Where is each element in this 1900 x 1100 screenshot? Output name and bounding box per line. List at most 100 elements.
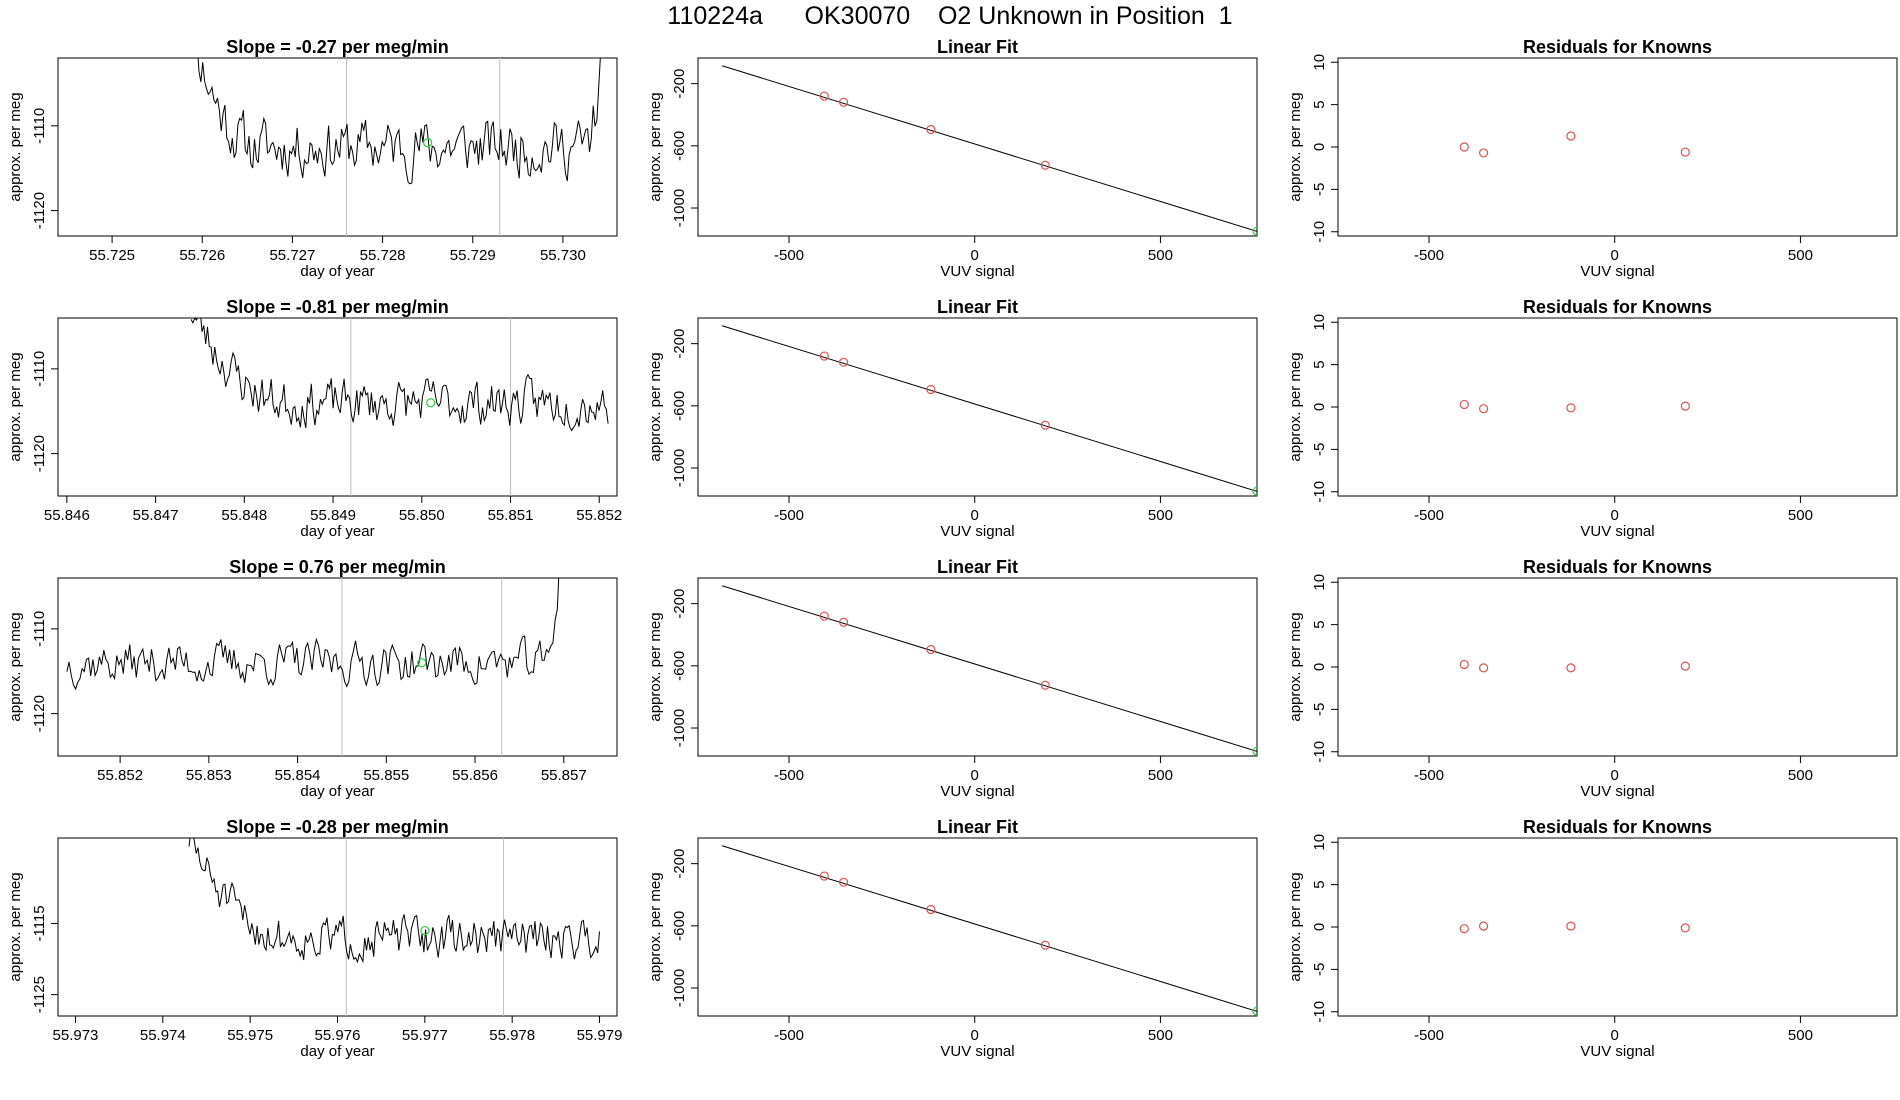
y-tick-label: 10 bbox=[1311, 54, 1328, 71]
x-tick-label: -500 bbox=[774, 767, 804, 784]
x-tick-label: 0 bbox=[971, 1027, 979, 1044]
unknown-marker-point bbox=[1252, 226, 1257, 236]
y-axis-label: approx. per meg bbox=[647, 92, 664, 201]
y-tick-label: -1115 bbox=[31, 905, 48, 941]
y-axis-label: approx. per meg bbox=[1287, 352, 1304, 461]
y-tick-label: -600 bbox=[671, 131, 688, 161]
plot-frame bbox=[57, 57, 618, 237]
x-tick-label: 55.852 bbox=[576, 507, 622, 524]
y-axis-label: approx. per meg bbox=[647, 352, 664, 461]
data-series-line bbox=[197, 58, 601, 185]
y-axis-label: approx. per meg bbox=[647, 872, 664, 981]
x-tick-label: 55.976 bbox=[315, 1027, 361, 1044]
chart-panel-fit-3: Linear Fit -500 0 500 -200 -600 -1000 VUV signa… bbox=[647, 817, 1258, 1060]
x-tick-label: 55.979 bbox=[577, 1027, 623, 1044]
x-tick-label: 55.850 bbox=[399, 507, 445, 524]
residual-point bbox=[1478, 663, 1489, 673]
x-tick-label: 55.726 bbox=[179, 247, 225, 264]
plot-area bbox=[1459, 131, 1690, 158]
chart-title: Slope = -0.27 per meg/min bbox=[226, 37, 449, 57]
fit-line bbox=[721, 845, 1257, 1012]
x-tick-label: 55.853 bbox=[186, 767, 232, 784]
chart-title: Residuals for Knowns bbox=[1523, 297, 1712, 317]
residual-point bbox=[1566, 403, 1576, 413]
x-tick-label: 55.852 bbox=[97, 767, 143, 784]
residual-point bbox=[1459, 659, 1469, 670]
chart-panel-fit-0: Linear Fit -500 0 500 -200 -600 -1000 VUV signa… bbox=[647, 37, 1258, 280]
x-tick-label: 55.851 bbox=[488, 507, 534, 524]
x-tick-label: 0 bbox=[1611, 1027, 1619, 1044]
y-tick-label: -200 bbox=[671, 589, 688, 619]
y-tick-label: -600 bbox=[671, 391, 688, 421]
x-tick-label: 55.849 bbox=[310, 507, 356, 524]
plot-frame bbox=[697, 317, 1258, 497]
y-axis-label: approx. per meg bbox=[1287, 92, 1304, 201]
plot-area bbox=[1459, 399, 1690, 414]
unknown-marker-point bbox=[1252, 1006, 1257, 1016]
residual-point bbox=[1459, 924, 1469, 934]
y-tick-label: -5 bbox=[1311, 963, 1328, 976]
y-tick-label: 5 bbox=[1311, 100, 1328, 108]
residual-point bbox=[1459, 399, 1469, 410]
x-axis-label: VUV signal bbox=[1580, 263, 1654, 280]
x-axis-label: day of year bbox=[300, 523, 374, 540]
residual-point bbox=[1680, 923, 1690, 933]
y-tick-label: -1000 bbox=[671, 969, 688, 1007]
unknown-marker-point bbox=[420, 925, 430, 936]
x-tick-label: 500 bbox=[1788, 247, 1813, 264]
chart-title: Linear Fit bbox=[937, 297, 1018, 317]
plot-area bbox=[1459, 659, 1690, 673]
x-tick-label: -500 bbox=[774, 507, 804, 524]
x-tick-label: -500 bbox=[1414, 507, 1444, 524]
plot-area bbox=[197, 58, 601, 236]
residual-point bbox=[1478, 404, 1489, 414]
x-axis-label: VUV signal bbox=[940, 523, 1014, 540]
y-tick-label: -5 bbox=[1311, 703, 1328, 716]
x-tick-label: 0 bbox=[971, 507, 979, 524]
chart-title: Slope = -0.28 per meg/min bbox=[226, 817, 449, 837]
y-tick-label: -10 bbox=[1311, 1001, 1328, 1023]
y-tick-label: -10 bbox=[1311, 741, 1328, 763]
residual-point bbox=[1680, 401, 1690, 411]
unknown-marker-point bbox=[417, 658, 427, 668]
known-standard-point bbox=[838, 617, 849, 627]
x-tick-label: 55.730 bbox=[540, 247, 586, 264]
residual-point bbox=[1566, 663, 1576, 673]
known-standard-point bbox=[819, 351, 829, 361]
chart-title: Linear Fit bbox=[937, 557, 1018, 577]
plot-frame bbox=[1337, 317, 1898, 497]
fit-line bbox=[721, 585, 1257, 752]
plot-frame bbox=[57, 577, 618, 757]
chart-panel-resid-0: Residuals for Knowns -500 0 500 10 5 0 -5 -10 VUV… bbox=[1287, 37, 1898, 280]
fit-line bbox=[721, 325, 1257, 492]
y-axis-label: approx. per meg bbox=[7, 872, 24, 981]
plot-area bbox=[721, 325, 1257, 496]
chart-title: Linear Fit bbox=[937, 37, 1018, 57]
plot-area bbox=[721, 585, 1257, 756]
y-axis-label: approx. per meg bbox=[1287, 612, 1304, 721]
y-tick-label: -1000 bbox=[671, 449, 688, 487]
plot-frame bbox=[697, 577, 1258, 757]
plot-area bbox=[188, 838, 600, 1016]
x-tick-label: 500 bbox=[1148, 1027, 1173, 1044]
plot-frame bbox=[57, 837, 618, 1017]
y-tick-label: -1000 bbox=[671, 189, 688, 227]
y-tick-label: -1110 bbox=[31, 351, 48, 387]
x-axis-label: VUV signal bbox=[940, 1043, 1014, 1060]
known-standard-point bbox=[1040, 680, 1050, 690]
chart-panel-ts2-1: Slope = -0.81 per meg/min 55.846 55.847 55.… bbox=[7, 297, 622, 540]
x-tick-label: 55.855 bbox=[363, 767, 409, 784]
x-axis-label: VUV signal bbox=[940, 263, 1014, 280]
x-tick-label: 55.729 bbox=[450, 247, 496, 264]
x-tick-label: 500 bbox=[1788, 507, 1813, 524]
y-tick-label: -1000 bbox=[671, 709, 688, 747]
known-standard-point bbox=[819, 91, 829, 101]
y-tick-label: -1125 bbox=[31, 976, 48, 1013]
plot-frame bbox=[1337, 577, 1898, 757]
y-tick-label: 0 bbox=[1311, 403, 1328, 411]
x-tick-label: 0 bbox=[1611, 507, 1619, 524]
x-tick-label: 55.974 bbox=[140, 1027, 186, 1044]
unknown-marker-point bbox=[1252, 486, 1257, 496]
y-tick-label: 0 bbox=[1311, 143, 1328, 151]
